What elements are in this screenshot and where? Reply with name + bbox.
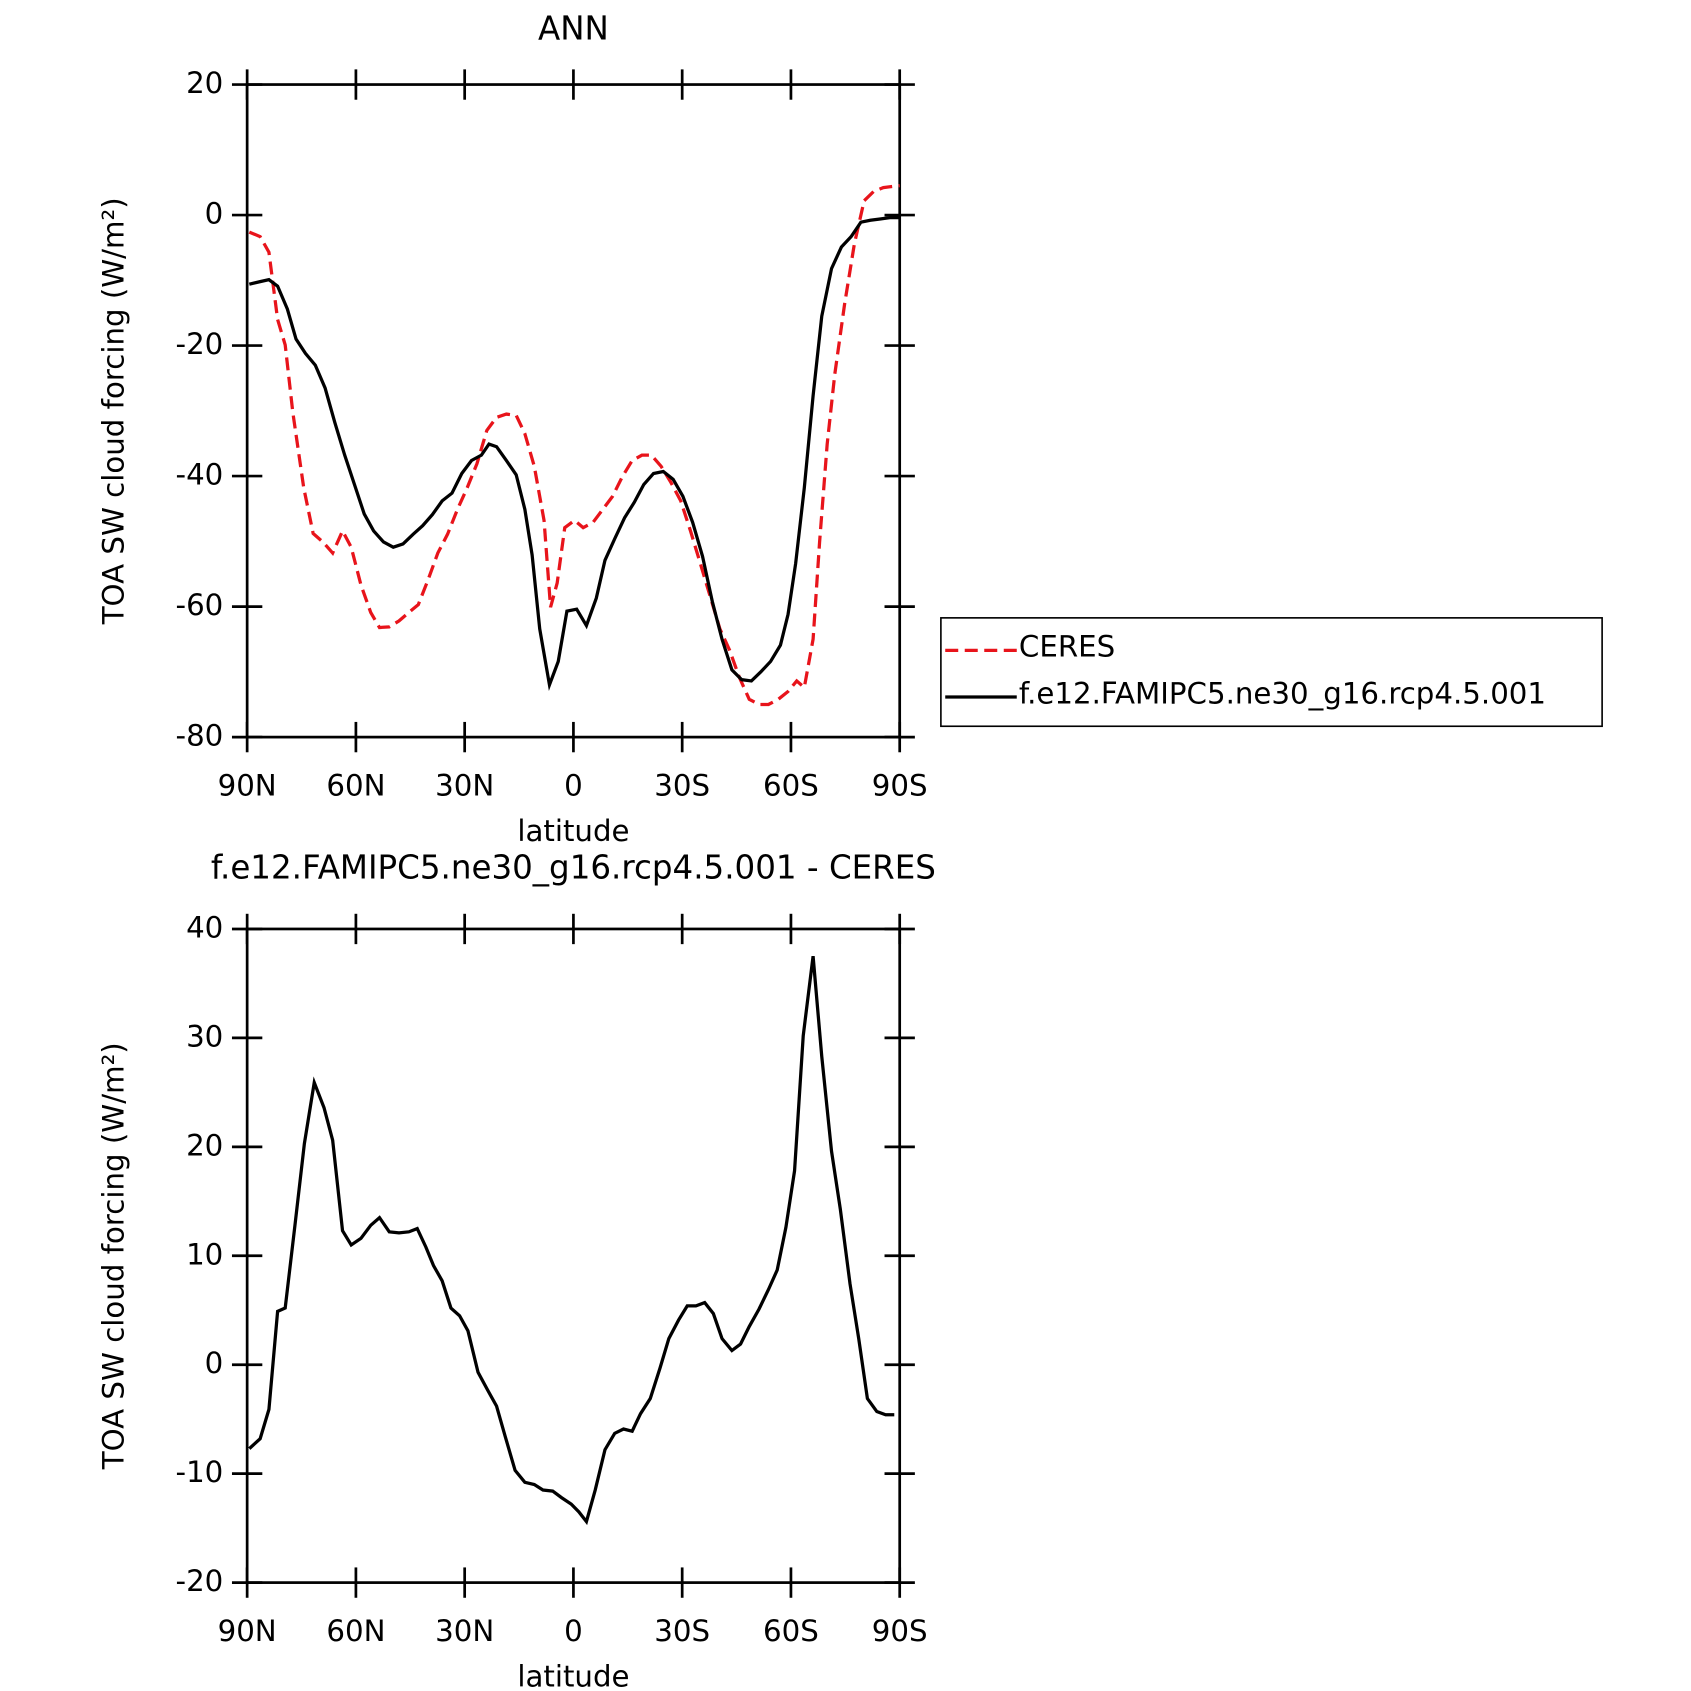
x-tick-label: 90S	[872, 768, 928, 802]
legend-label: f.e12.FAMIPC5.ne30_g16.rcp4.5.001	[1019, 676, 1546, 710]
y-tick-label: 40	[186, 910, 223, 944]
y-tick-label: -60	[176, 588, 224, 622]
x-tick-label: 0	[564, 1614, 583, 1648]
data-line	[248, 184, 900, 707]
x-axis-label: latitude	[517, 814, 629, 848]
y-tick-label: 0	[205, 197, 224, 231]
data-line	[248, 216, 900, 692]
x-tick-label: 60S	[763, 768, 819, 802]
chart-title: f.e12.FAMIPC5.ne30_g16.rcp4.5.001 - CERE…	[211, 848, 936, 886]
data-line	[248, 955, 895, 1526]
y-tick-label: -20	[176, 327, 224, 361]
x-tick-label: 30S	[654, 768, 710, 802]
y-tick-label: 20	[186, 66, 223, 100]
x-tick-label: 30N	[435, 1614, 494, 1648]
y-axis-label: TOA SW cloud forcing (W/m²)	[96, 197, 130, 625]
chart-title: ANN	[538, 9, 609, 47]
y-tick-label: -40	[176, 458, 224, 492]
x-tick-label: 60N	[326, 768, 385, 802]
x-tick-label: 90N	[218, 768, 277, 802]
plot-frame	[245, 927, 902, 1584]
x-tick-label: 60S	[763, 1614, 819, 1648]
y-tick-label: -20	[176, 1564, 224, 1598]
y-tick-label: 30	[186, 1019, 223, 1053]
y-tick-label: 20	[186, 1128, 223, 1162]
x-tick-label: 30N	[435, 768, 494, 802]
x-tick-label: 90S	[872, 1614, 928, 1648]
y-tick-label: -10	[176, 1455, 224, 1489]
y-tick-label: 10	[186, 1237, 223, 1271]
y-axis-label: TOA SW cloud forcing (W/m²)	[96, 1042, 130, 1470]
x-axis-label: latitude	[517, 1659, 629, 1691]
legend-label: CERES	[1019, 630, 1115, 664]
plot-frame	[245, 83, 902, 739]
x-tick-label: 0	[564, 768, 583, 802]
x-tick-label: 30S	[654, 1614, 710, 1648]
x-tick-label: 60N	[326, 1614, 385, 1648]
x-tick-label: 90N	[218, 1614, 277, 1648]
y-tick-label: -80	[176, 719, 224, 753]
legend-box	[940, 617, 1603, 728]
y-tick-label: 0	[205, 1346, 224, 1380]
